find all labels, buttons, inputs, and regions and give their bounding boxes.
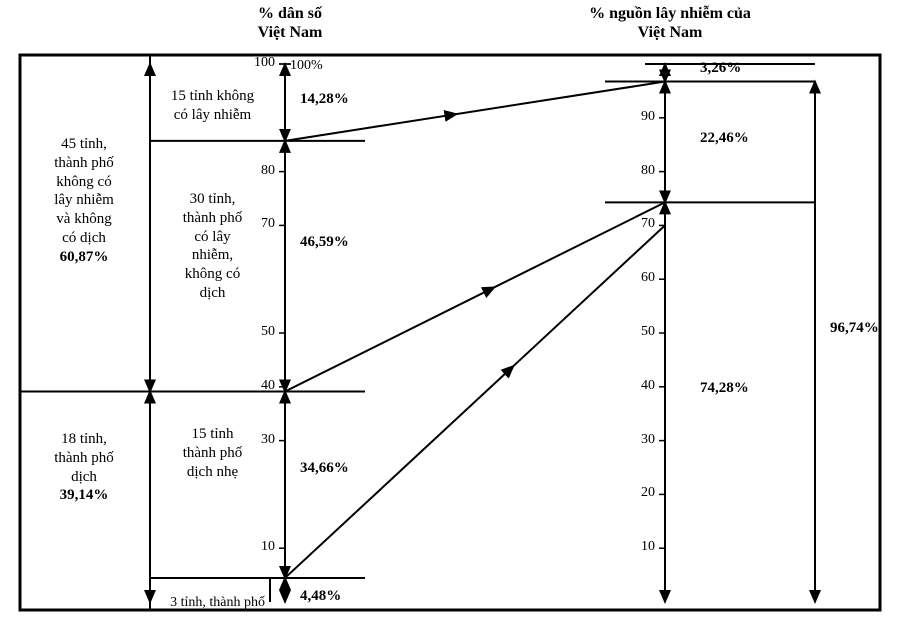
left-tick-50: 50	[245, 324, 275, 340]
left-axis-100: 100%	[290, 58, 330, 74]
left-tick-40: 40	[245, 378, 275, 394]
diagram-svg	[0, 0, 900, 629]
right-pct-b: 22,46%	[700, 130, 749, 147]
right-tick-40: 40	[625, 378, 655, 394]
right-header: % nguồn lây nhiễm của Việt Nam	[540, 4, 800, 42]
mid-pct-b: 46,59%	[300, 234, 349, 251]
left-header-l1: % dân số	[258, 5, 322, 22]
mid-pct-c: 34,66%	[300, 460, 349, 477]
right-header-l2: Việt Nam	[638, 24, 703, 41]
midgroup-d: 3 tỉnh, thành phố	[100, 594, 265, 612]
right-tick-20: 20	[625, 485, 655, 501]
right-tick-30: 30	[625, 432, 655, 448]
midgroup-a: 15 tỉnh khôngcó lây nhiễm	[155, 87, 270, 125]
right-pct-a: 3,26%	[700, 60, 741, 77]
left-tick-80: 80	[245, 163, 275, 179]
midgroup-b: 30 tỉnh,thành phốcó lâynhiễm,không códịc…	[155, 190, 270, 303]
left-header-l2: Việt Nam	[258, 24, 323, 41]
left-tick-100: 100	[245, 55, 275, 71]
right-tick-70: 70	[625, 216, 655, 232]
left-tick-10: 10	[245, 539, 275, 555]
right-header-l1: % nguồn lây nhiễm của	[589, 5, 751, 22]
right-tick-80: 80	[625, 163, 655, 179]
right-tick-50: 50	[625, 324, 655, 340]
right-tick-90: 90	[625, 109, 655, 125]
right-tick-60: 60	[625, 270, 655, 286]
left-tick-30: 30	[245, 432, 275, 448]
right-pct-c: 74,28%	[700, 380, 749, 397]
left-tick-70: 70	[245, 216, 275, 232]
leftgroup-epidemic-pct: 39,14%	[60, 487, 109, 503]
mid-pct-a: 14,28%	[300, 91, 349, 108]
right-tick-10: 10	[625, 539, 655, 555]
left-header: % dân số Việt Nam	[200, 4, 380, 42]
right-pct-sum: 96,74%	[830, 320, 879, 337]
mid-pct-d: 4,48%	[300, 588, 341, 605]
leftgroup-no-epidemic: 45 tỉnh,thành phốkhông cólây nhiễmvà khô…	[29, 135, 139, 266]
leftgroup-no-epidemic-pct: 60,87%	[60, 249, 109, 265]
leftgroup-epidemic: 18 tỉnh,thành phốdịch 39,14%	[29, 430, 139, 505]
